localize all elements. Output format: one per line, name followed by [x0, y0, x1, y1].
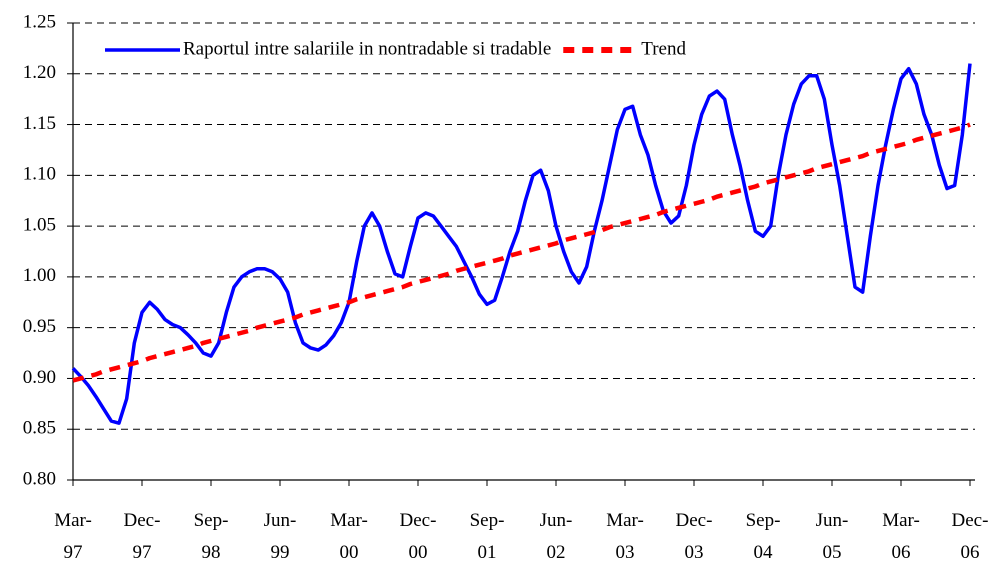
x-tick-label: Dec-03: [676, 510, 713, 563]
x-tick-label: Sep-01: [470, 510, 505, 563]
x-tick-label: Mar-06: [882, 510, 920, 563]
series-line: [71, 63, 972, 425]
x-tick-label: Sep-04: [746, 510, 781, 563]
y-tick-label: 0.95: [23, 316, 56, 337]
y-tick-label: 1.00: [23, 265, 56, 286]
x-tick-label: Sep-98: [194, 510, 229, 563]
y-tick-label: 1.15: [23, 113, 56, 134]
y-tick-label: 1.10: [23, 164, 56, 185]
x-tick-label: Dec-06: [952, 510, 989, 563]
x-tick-label: Mar-00: [330, 510, 368, 563]
legend-label: Raportul intre salariile in nontradable …: [183, 38, 551, 59]
x-tick-label: Dec-97: [124, 510, 161, 563]
x-tick-label: Jun-02: [540, 510, 573, 563]
y-tick-label: 1.05: [23, 214, 56, 235]
x-tick-label: Mar-03: [606, 510, 644, 563]
x-tick-label: Mar-97: [54, 510, 92, 563]
legend-label: Trend: [641, 38, 686, 59]
x-tick-label: Jun-99: [264, 510, 297, 563]
series-line: [72, 122, 971, 383]
y-tick-label: 0.85: [23, 418, 56, 439]
y-tick-label: 1.25: [23, 11, 56, 32]
y-tick-label: 0.80: [23, 468, 56, 489]
x-tick-label: Jun-05: [816, 510, 849, 563]
x-tick-label: Dec-00: [400, 510, 437, 563]
y-tick-label: 1.20: [23, 62, 56, 83]
y-tick-label: 0.90: [23, 367, 56, 388]
